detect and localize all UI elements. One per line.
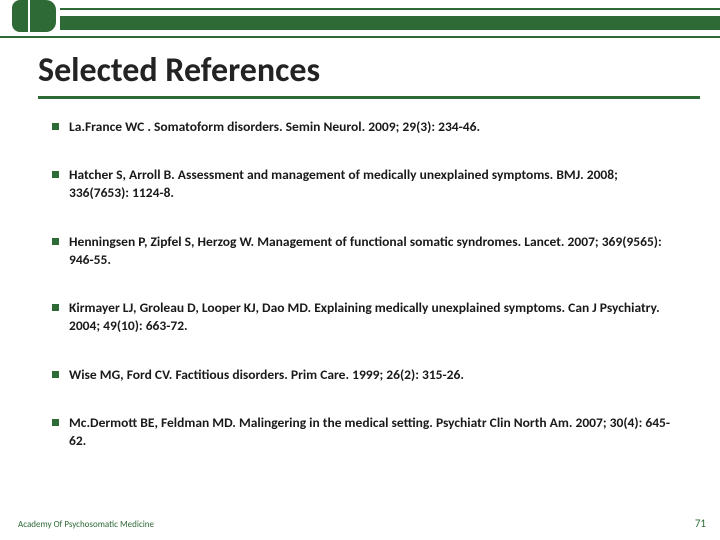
page-number: 71 — [695, 517, 706, 530]
footer-org: Academy Of Psychosomatic Medicine — [18, 519, 154, 530]
bullet-icon — [52, 123, 59, 130]
header-rule-thick — [60, 16, 720, 30]
header-band — [0, 0, 720, 42]
logo-icon — [12, 0, 56, 32]
list-item: Mc.Dermott BE, Feldman MD. Malingering i… — [52, 414, 680, 450]
reference-text: Mc.Dermott BE, Feldman MD. Malingering i… — [69, 414, 680, 450]
page-title: Selected References — [38, 50, 320, 91]
bullet-icon — [52, 304, 59, 311]
list-item: Kirmayer LJ, Groleau D, Looper KJ, Dao M… — [52, 299, 680, 335]
reference-text: Kirmayer LJ, Groleau D, Looper KJ, Dao M… — [69, 299, 680, 335]
list-item: La.France WC . Somatoform disorders. Sem… — [52, 118, 680, 136]
title-underline — [38, 96, 700, 99]
header-rule-thin-top — [60, 8, 720, 10]
reference-text: Henningsen P, Zipfel S, Herzog W. Manage… — [69, 233, 680, 269]
bullet-icon — [52, 371, 59, 378]
bullet-icon — [52, 171, 59, 178]
bullet-icon — [52, 419, 59, 426]
list-item: Wise MG, Ford CV. Factitious disorders. … — [52, 366, 680, 384]
reference-text: La.France WC . Somatoform disorders. Sem… — [69, 118, 680, 136]
bullet-icon — [52, 238, 59, 245]
list-item: Hatcher S, Arroll B. Assessment and mana… — [52, 166, 680, 202]
header-rule-thin-bottom — [0, 36, 720, 38]
references-list: La.France WC . Somatoform disorders. Sem… — [52, 118, 680, 480]
list-item: Henningsen P, Zipfel S, Herzog W. Manage… — [52, 233, 680, 269]
reference-text: Wise MG, Ford CV. Factitious disorders. … — [69, 366, 680, 384]
reference-text: Hatcher S, Arroll B. Assessment and mana… — [69, 166, 680, 202]
